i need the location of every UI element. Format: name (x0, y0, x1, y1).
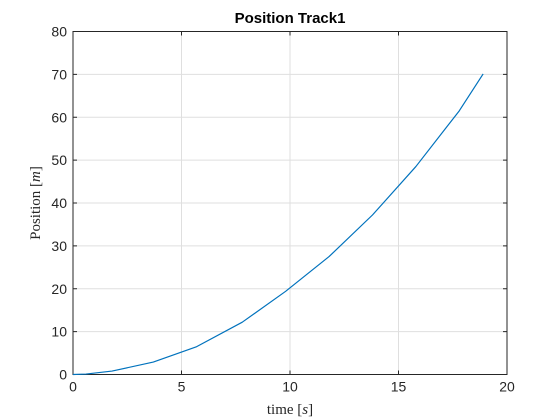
x-tick-label: 0 (69, 379, 77, 395)
axis-ticks (72, 31, 508, 375)
x-axis-label: time [s] (267, 402, 313, 418)
y-tick-label: 60 (51, 109, 67, 125)
x-axis-label-close: ] (308, 402, 313, 418)
y-tick-label: 20 (51, 281, 67, 297)
x-axis-label-open: [ (297, 402, 302, 418)
y-tick-label: 80 (51, 24, 67, 40)
y-axis-label-unit: m (28, 171, 44, 182)
series-line (72, 73, 484, 376)
x-tick-label: 5 (178, 379, 186, 395)
y-tick-label: 0 (59, 367, 67, 383)
y-tick-label: 10 (51, 324, 67, 340)
x-tick-label: 10 (282, 379, 298, 395)
data-series (72, 73, 484, 376)
x-axis-label-text: time (267, 402, 297, 418)
y-axis-label-text: Position (28, 187, 44, 240)
x-tick-label: 15 (391, 379, 407, 395)
y-tick-label: 70 (51, 66, 67, 82)
tick-labels: 0 5 10 15 20 0 10 20 30 40 50 60 70 80 (51, 24, 515, 395)
x-axis-label-unit: s (302, 402, 308, 418)
y-tick-label: 30 (51, 238, 67, 254)
grid-lines (72, 31, 508, 375)
y-axis-label-open: [ (28, 182, 44, 187)
y-tick-label: 50 (51, 152, 67, 168)
y-axis-label: Position [m] (28, 166, 44, 240)
chart-title: Position Track1 (235, 10, 346, 27)
y-axis-label-close: ] (28, 166, 44, 171)
x-tick-label: 20 (499, 379, 515, 395)
y-tick-label: 40 (51, 195, 67, 211)
